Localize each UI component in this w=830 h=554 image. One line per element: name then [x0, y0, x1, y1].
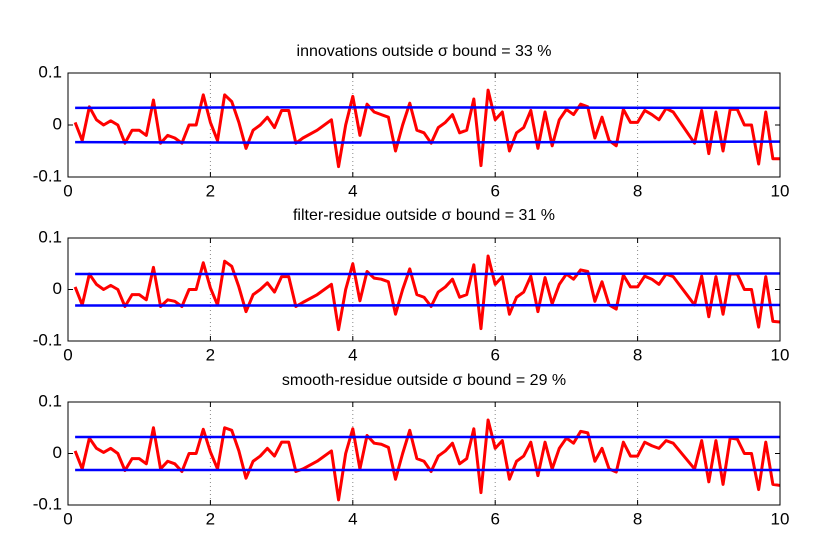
bound-line: [75, 140, 781, 144]
y-tick-label: 0.1: [38, 62, 62, 81]
x-tick-label: 8: [633, 181, 642, 200]
axes-frame: [67, 72, 781, 178]
x-tick-label: 4: [348, 509, 357, 528]
residual-line: [73, 254, 781, 332]
chart-title: smooth-residue outside σ bound = 29 %: [282, 372, 566, 389]
x-tick-label: 0: [63, 345, 72, 364]
y-tick-label: 0: [53, 114, 62, 133]
chart-title: innovations outside σ bound = 33 %: [297, 43, 552, 60]
x-tick-label: 0: [63, 509, 72, 528]
y-tick-label: -0.1: [33, 166, 62, 185]
x-tick-label: 6: [490, 509, 499, 528]
y-tick-label: 0: [53, 279, 62, 298]
x-tick-label: 10: [771, 181, 790, 200]
axes-frame: [67, 401, 781, 506]
y-tick-label: -0.1: [33, 494, 62, 513]
y-tick-label: -0.1: [33, 330, 62, 349]
x-tick-label: 4: [348, 345, 357, 364]
bound-line: [75, 272, 781, 276]
x-tick-label: 6: [490, 345, 499, 364]
plot-area: [68, 73, 780, 177]
x-tick-label: 8: [633, 509, 642, 528]
y-tick-label: 0.1: [38, 227, 62, 246]
bound-line: [75, 303, 781, 307]
x-tick-label: 2: [206, 509, 215, 528]
y-tick-label: 0.1: [38, 391, 62, 410]
x-tick-label: 2: [206, 345, 215, 364]
x-tick-label: 10: [771, 509, 790, 528]
x-tick-label: 6: [490, 181, 499, 200]
x-tick-label: 0: [63, 181, 72, 200]
y-tick-label: 0: [53, 443, 62, 462]
chart-title: filter-residue outside σ bound = 31 %: [293, 207, 555, 224]
plot-area: [68, 402, 780, 505]
x-tick-label: 2: [206, 181, 215, 200]
bound-line: [75, 106, 781, 110]
x-tick-label: 8: [633, 345, 642, 364]
x-tick-label: 4: [348, 181, 357, 200]
residual-line: [73, 88, 780, 169]
plot-area: [68, 238, 780, 341]
residual-line: [73, 418, 781, 502]
axes-frame: [67, 237, 781, 342]
x-tick-label: 10: [771, 345, 790, 364]
